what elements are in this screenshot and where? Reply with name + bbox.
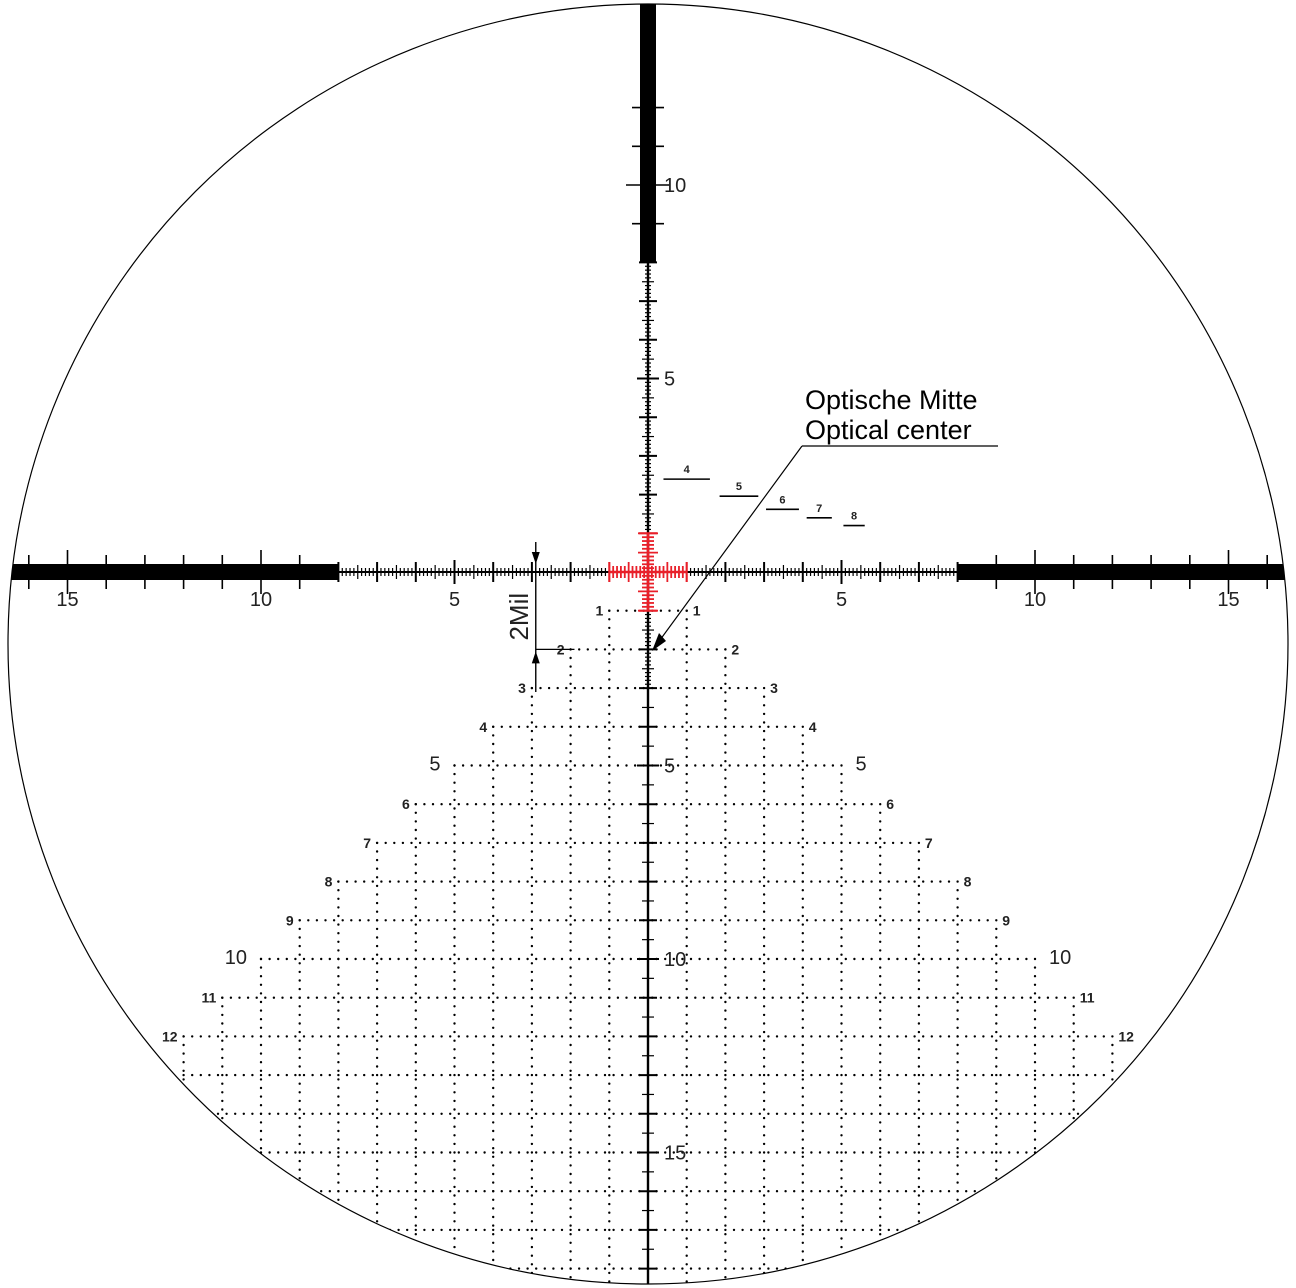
row-label-left-3: 3 — [518, 680, 526, 696]
callout-line-1: Optische Mitte — [805, 385, 978, 415]
dimension-marker: 2Mil — [504, 542, 575, 692]
row-label-left-5: 5 — [429, 754, 440, 776]
row-label-left-1: 1 — [596, 603, 604, 619]
range-mark-label-6: 6 — [779, 494, 785, 506]
row-label-right-2: 2 — [731, 641, 739, 657]
row-label-right-10: 10 — [1049, 947, 1071, 969]
row-label-right-4: 4 — [809, 719, 817, 735]
h-label-right-10: 10 — [1024, 589, 1046, 611]
h-label-left-15: 15 — [56, 589, 78, 611]
v-label-below-5: 5 — [664, 756, 675, 778]
h-label-right-5: 5 — [836, 589, 847, 611]
row-label-left-6: 6 — [402, 796, 410, 812]
dimension-arrow-bottom — [531, 651, 540, 664]
row-label-right-7: 7 — [925, 835, 933, 851]
callout-leader — [659, 445, 803, 641]
row-label-left-11: 11 — [201, 990, 216, 1006]
row-label-right-11: 11 — [1080, 990, 1095, 1006]
row-label-right-5: 5 — [856, 754, 867, 776]
row-label-left-10: 10 — [225, 947, 247, 969]
row-label-left-7: 7 — [363, 835, 371, 851]
row-label-left-8: 8 — [325, 874, 333, 890]
row-label-right-9: 9 — [1002, 912, 1010, 928]
range-estimation-marks: 4 5 6 7 8 — [663, 464, 865, 527]
range-mark-label-4: 4 — [684, 464, 691, 476]
row-label-right-8: 8 — [964, 874, 972, 890]
left-thick-post — [8, 564, 339, 580]
v-label-below-15: 15 — [664, 1143, 686, 1165]
range-mark-label-5: 5 — [736, 481, 742, 493]
h-label-left-10: 10 — [250, 589, 272, 611]
row-label-right-3: 3 — [770, 680, 778, 696]
v-label-above-5: 5 — [664, 369, 675, 391]
row-label-left-12: 12 — [162, 1028, 178, 1044]
row-label-right-1: 1 — [693, 603, 701, 619]
callout-arrowhead — [652, 633, 666, 651]
row-label-left-9: 9 — [286, 912, 294, 928]
dimension-label: 2Mil — [504, 593, 534, 641]
range-mark-label-8: 8 — [851, 511, 857, 523]
top-thick-post — [640, 4, 656, 263]
range-mark-label-7: 7 — [816, 503, 822, 515]
callout-line-2: Optical center — [805, 415, 972, 445]
right-thick-post — [957, 564, 1288, 580]
row-label-left-4: 4 — [479, 719, 487, 735]
red-center-cross — [608, 532, 688, 612]
row-label-right-6: 6 — [886, 796, 894, 812]
h-label-right-15: 15 — [1217, 589, 1239, 611]
thick-posts — [8, 4, 1288, 594]
h-label-left-5: 5 — [449, 589, 460, 611]
row-label-right-12: 12 — [1118, 1028, 1134, 1044]
v-label-below-10: 10 — [664, 949, 686, 971]
optical-center-callout: Optische Mitte Optical center — [652, 385, 998, 651]
vertical-stadia-ticks — [637, 261, 659, 1284]
dimension-arrow-top — [531, 552, 540, 564]
v-label-above-10: 10 — [664, 175, 686, 197]
